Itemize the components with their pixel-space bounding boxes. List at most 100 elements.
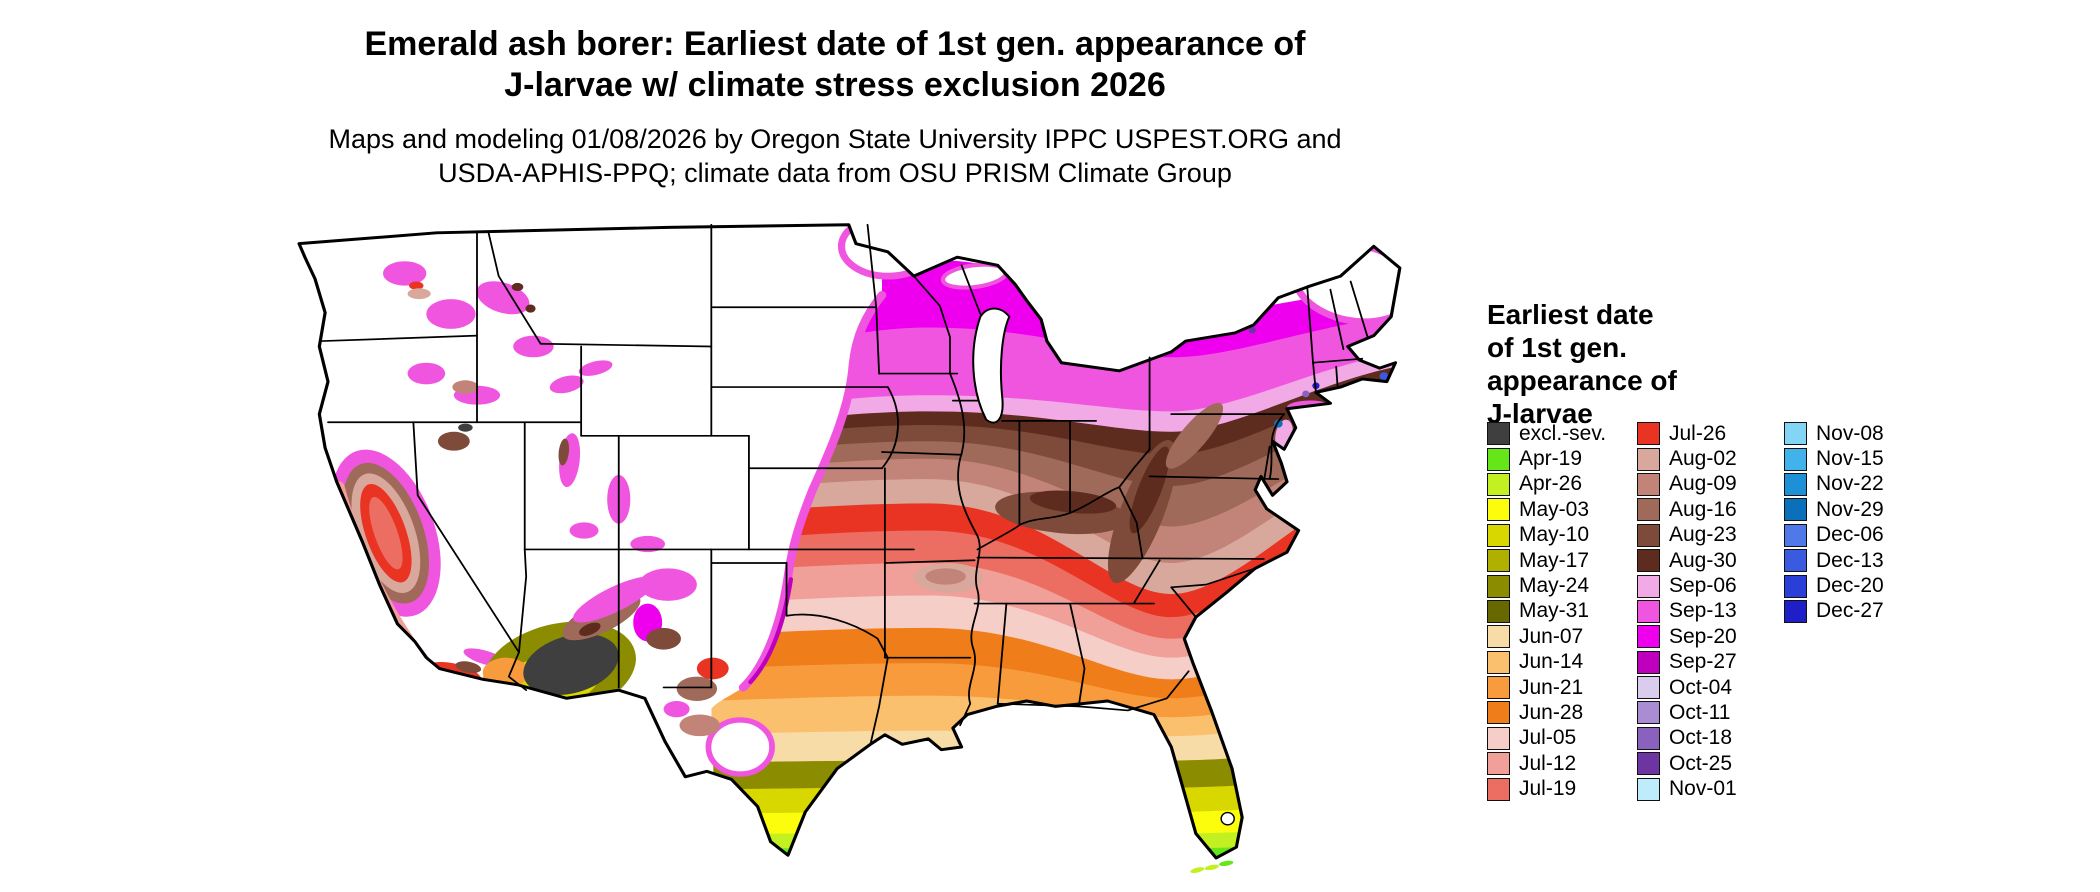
wy-magenta-2	[578, 360, 613, 376]
mt-valley-1	[511, 282, 524, 292]
legend-title: Earliest date of 1st gen. appearance of …	[1487, 298, 1677, 430]
legend-swatch	[1487, 549, 1510, 573]
legend-swatch	[1637, 447, 1660, 471]
legend-entry: Oct-18	[1637, 726, 1737, 751]
legend-entry: Jul-19	[1487, 776, 1606, 801]
legend-swatch	[1637, 574, 1660, 598]
legend-swatch	[1487, 472, 1510, 496]
legend-entry: Sep-06	[1637, 573, 1737, 598]
legend-entry: Dec-06	[1784, 523, 1884, 548]
legend-label: May-31	[1519, 599, 1590, 623]
legend-entry: Sep-13	[1637, 599, 1737, 624]
nm-magenta-1	[639, 568, 697, 601]
legend-swatch	[1637, 523, 1660, 547]
legend-swatch	[1784, 549, 1807, 573]
nw-magenta-5	[513, 335, 554, 358]
legend-label: Jun-07	[1519, 624, 1584, 648]
wasatch-brown	[558, 438, 570, 466]
mt-valley-2	[525, 304, 536, 313]
us-map	[234, 222, 1449, 885]
band-apr26	[621, 825, 1400, 858]
legend-swatch	[1487, 701, 1510, 725]
legend-entry: Sep-20	[1637, 624, 1737, 649]
legend-entry: Aug-02	[1637, 446, 1737, 471]
legend-label: Nov-08	[1816, 421, 1884, 445]
legend-entry: Nov-29	[1784, 497, 1884, 522]
coast-dot-2	[1379, 372, 1389, 381]
band-apr19	[621, 841, 1400, 858]
legend-label: Dec-27	[1816, 599, 1884, 623]
legend-label: May-10	[1519, 523, 1590, 547]
nm-se-red	[696, 657, 729, 680]
legend-entry: Nov-01	[1637, 776, 1737, 801]
legend-swatch	[1637, 726, 1660, 750]
nw-magenta-2	[426, 299, 476, 329]
page-title: Emerald ash borer: Earliest date of 1st …	[0, 24, 1670, 106]
legend-swatch	[1487, 777, 1510, 801]
legend-label: Aug-09	[1669, 472, 1737, 496]
legend-swatch	[1487, 574, 1510, 598]
map-regions	[299, 224, 1400, 858]
ozark-inner	[925, 568, 966, 585]
legend-label: Sep-13	[1669, 599, 1737, 623]
legend-title-line: Earliest date	[1487, 299, 1654, 330]
legend-entry: Apr-26	[1487, 472, 1606, 497]
legend-label: May-24	[1519, 574, 1590, 598]
legend-swatch	[1784, 523, 1807, 547]
figure-subtitle: Maps and modeling 01/08/2026 by Oregon S…	[0, 122, 1670, 190]
legend-swatch	[1487, 599, 1510, 623]
legend-label: Nov-15	[1816, 447, 1884, 471]
nm-brown	[646, 627, 681, 650]
legend-entry: Jul-26	[1637, 421, 1737, 446]
legend-label: Jul-19	[1519, 777, 1577, 801]
legend-entry: Jun-07	[1487, 624, 1606, 649]
wtx-basin	[679, 714, 720, 737]
legend-swatch	[1487, 625, 1510, 649]
legend-label: Jun-14	[1519, 650, 1584, 674]
legend-swatch	[1487, 523, 1510, 547]
legend-label: Jun-21	[1519, 675, 1584, 699]
legend-label: Aug-16	[1669, 497, 1737, 521]
legend-entry: Aug-23	[1637, 523, 1737, 548]
ca-valley-core	[369, 497, 403, 570]
lake-okeechobee	[1220, 811, 1235, 826]
legend-entry: Dec-27	[1784, 599, 1884, 624]
west-texas-excluded	[705, 717, 775, 777]
legend-label: Dec-13	[1816, 548, 1884, 572]
legend-swatch	[1487, 422, 1510, 446]
legend-entry: Oct-11	[1637, 700, 1737, 725]
legend-entry: Dec-13	[1784, 548, 1884, 573]
az-dark-speck	[579, 622, 601, 636]
legend-label: Apr-26	[1519, 472, 1583, 496]
subtitle-line-1: Maps and modeling 01/08/2026 by Oregon S…	[328, 124, 1342, 154]
legend-column-3: Nov-08 Nov-15 Nov-22 Nov-29 Dec-06 Dec-13 Dec-…	[1784, 421, 1884, 624]
legend-label: Sep-20	[1669, 624, 1737, 648]
title-line-2: J-larvae w/ climate stress exclusion 202…	[504, 66, 1166, 104]
legend-label: Apr-19	[1519, 447, 1583, 471]
legend-swatch	[1784, 574, 1807, 598]
legend-label: Dec-06	[1816, 523, 1884, 547]
legend-title-line: of 1st gen.	[1487, 332, 1628, 363]
legend-label: May-03	[1519, 497, 1590, 521]
legend-column-2: Jul-26 Aug-02 Aug-09 Aug-16 Aug-23 Aug-30 Sep-…	[1637, 421, 1737, 802]
coast-dot-7	[1248, 326, 1256, 334]
legend-entry: Nov-22	[1784, 472, 1884, 497]
nm-se-brown	[676, 676, 718, 701]
legend-entry: May-24	[1487, 573, 1606, 598]
legend-label: Nov-29	[1816, 497, 1884, 521]
legend-label: Dec-20	[1816, 574, 1884, 598]
legend-swatch	[1487, 650, 1510, 674]
legend-swatch	[1487, 726, 1510, 750]
columbia-basin	[407, 288, 431, 300]
kentucky-core	[1029, 490, 1117, 514]
title-line-1: Emerald ash borer: Earliest date of 1st …	[364, 25, 1306, 63]
us-outline	[297, 223, 1402, 860]
legend-label: Aug-30	[1669, 548, 1737, 572]
legend-entry: Jun-14	[1487, 650, 1606, 675]
legend-swatch	[1784, 498, 1807, 522]
legend-label: Aug-23	[1669, 523, 1737, 547]
legend-swatch	[1637, 549, 1660, 573]
nv-gray-speck	[458, 423, 473, 432]
legend-label: Nov-22	[1816, 472, 1884, 496]
legend-swatch	[1784, 447, 1807, 471]
